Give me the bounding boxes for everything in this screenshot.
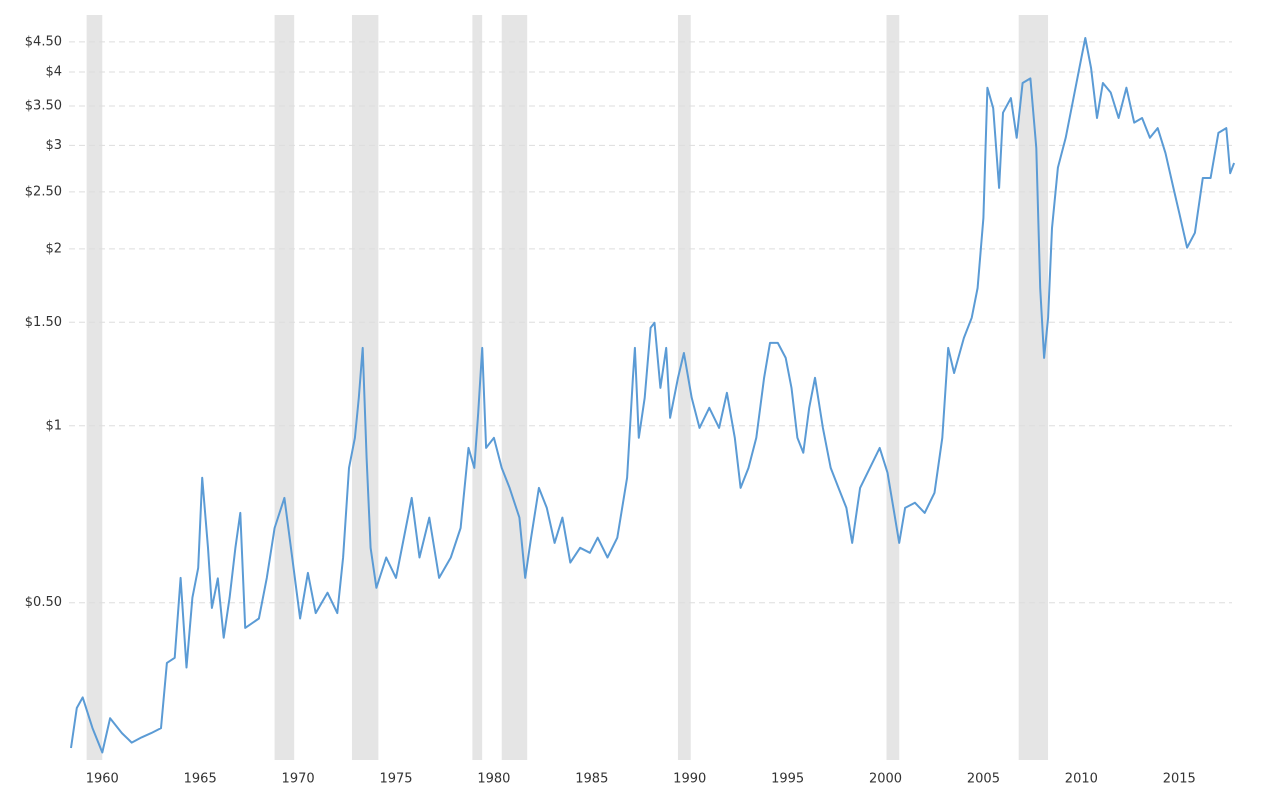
- x-tick-label: 1990: [673, 772, 706, 787]
- y-tick-label: $4.50: [25, 34, 62, 49]
- x-tick-label: 1965: [184, 772, 217, 787]
- x-tick-label: 1970: [282, 772, 315, 787]
- y-tick-label: $3: [45, 138, 62, 153]
- shaded-range: [351, 15, 379, 760]
- y-tick-label: $2: [45, 241, 62, 256]
- y-tick-label: $1: [45, 418, 62, 433]
- y-tick-label: $4: [45, 64, 62, 79]
- shaded-range: [501, 15, 528, 760]
- x-tick-label: 2000: [869, 772, 902, 787]
- x-tick-label: 2010: [1065, 772, 1098, 787]
- x-tick-label: 2005: [967, 772, 1000, 787]
- shaded-range: [886, 15, 900, 760]
- x-tick-label: 1975: [379, 772, 412, 787]
- x-tick-label: 1980: [477, 772, 510, 787]
- x-tick-label: 1960: [86, 772, 119, 787]
- y-tick-label: $1.50: [25, 315, 62, 330]
- y-tick-label: $2.50: [25, 184, 62, 199]
- x-tick-label: 2015: [1163, 772, 1196, 787]
- shaded-range: [274, 15, 295, 760]
- y-tick-label: $3.50: [25, 99, 62, 114]
- price-line: [70, 37, 1236, 754]
- shaded-range: [86, 15, 103, 760]
- shaded-range: [472, 15, 483, 760]
- shaded-range: [677, 15, 691, 760]
- shaded-range: [1018, 15, 1049, 760]
- x-tick-label: 1995: [771, 772, 804, 787]
- x-tick-label: 1985: [575, 772, 608, 787]
- y-tick-label: $0.50: [25, 595, 62, 610]
